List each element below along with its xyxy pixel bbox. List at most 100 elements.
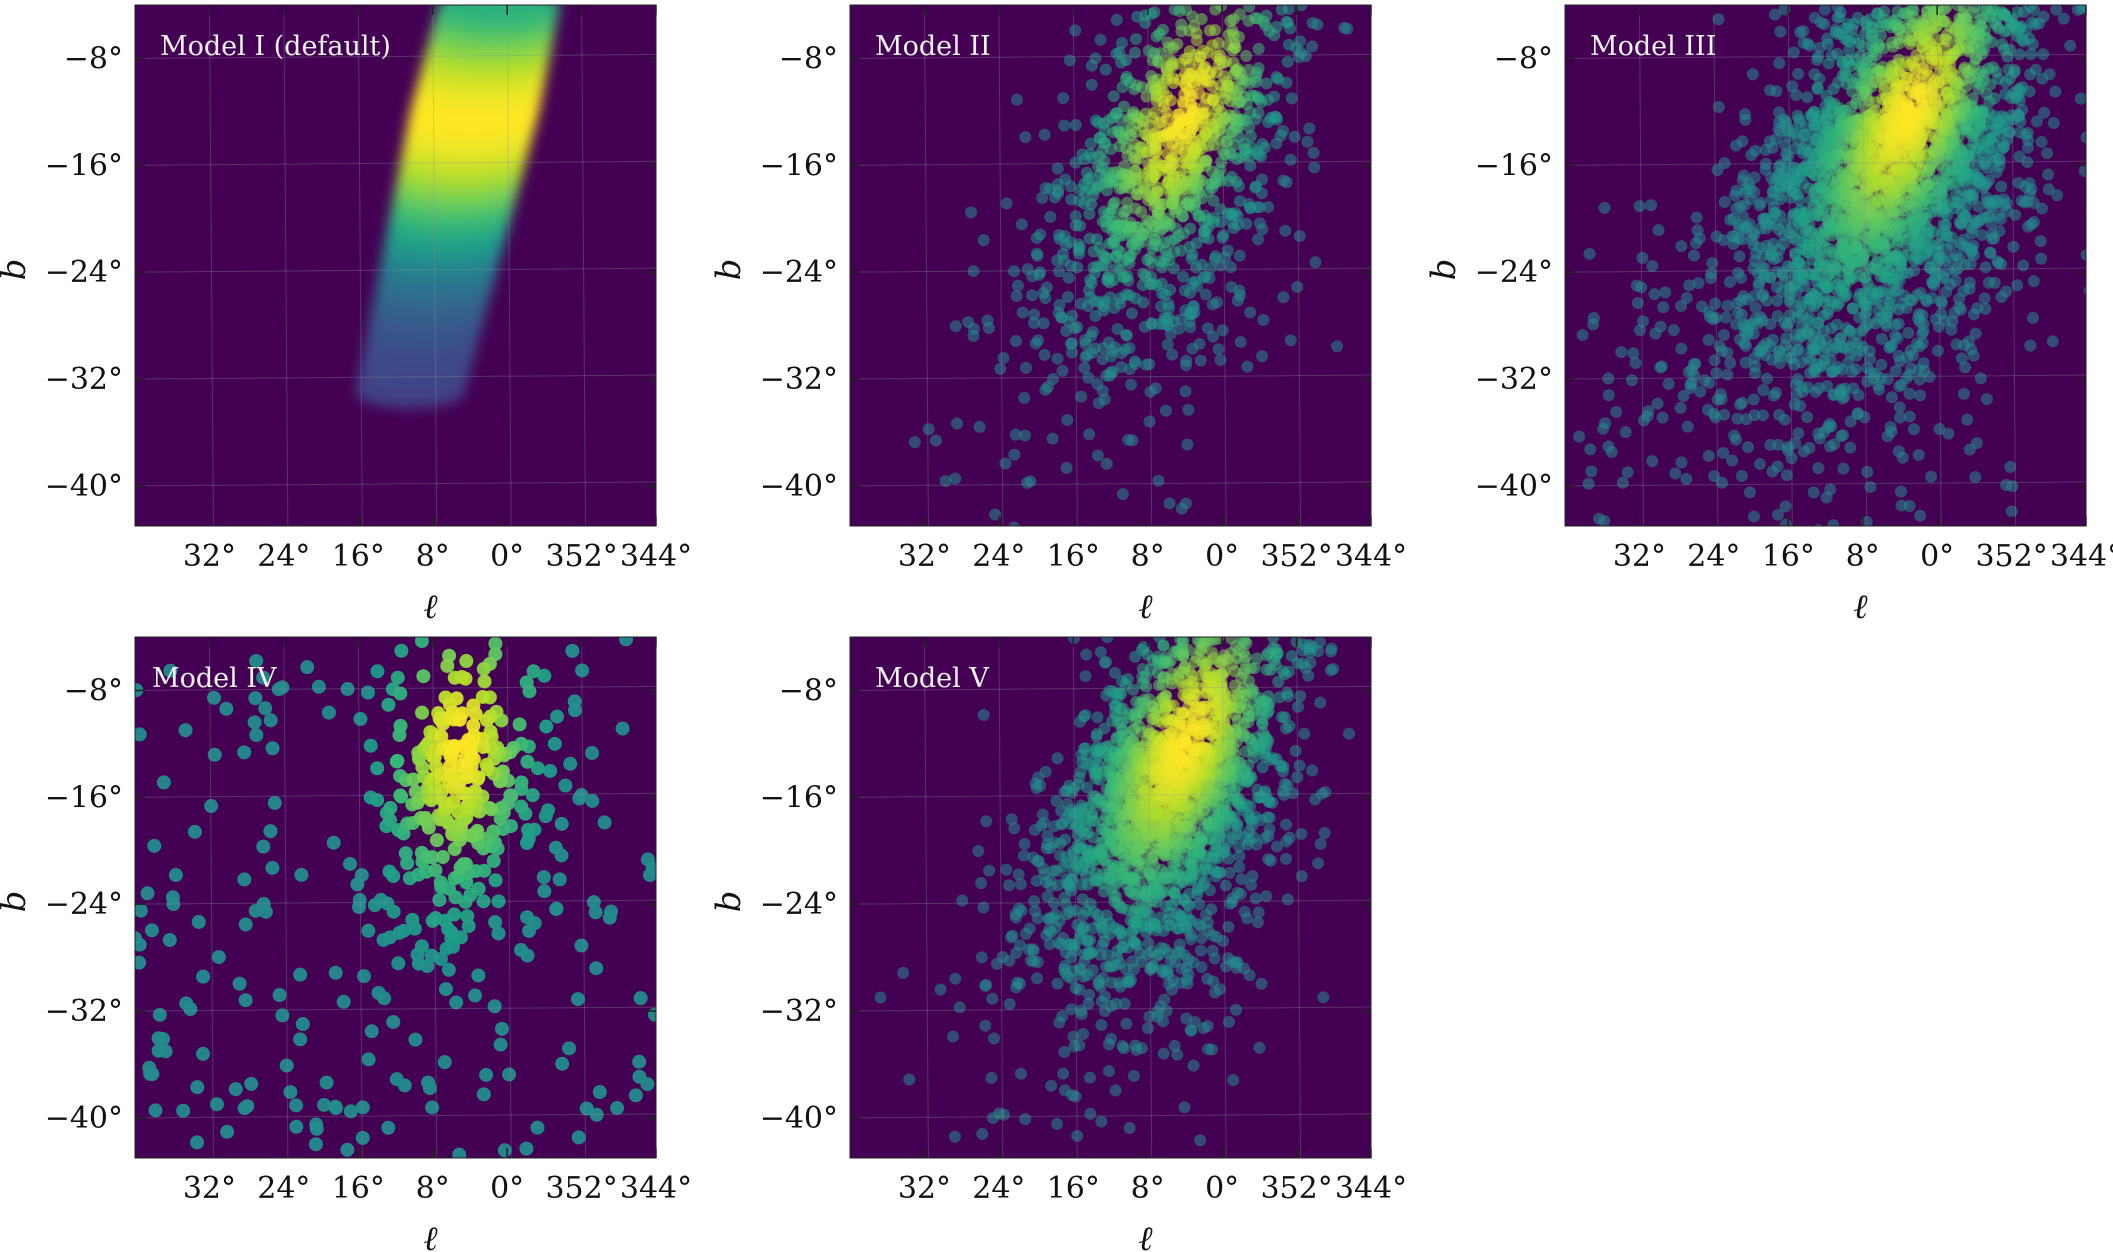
density-point xyxy=(1008,265,1021,278)
density-point xyxy=(1914,389,1927,402)
density-point xyxy=(1288,130,1301,143)
density-point xyxy=(147,838,162,853)
density-point xyxy=(1038,128,1051,141)
density-point xyxy=(1158,311,1171,324)
density-point xyxy=(447,907,462,922)
density-point xyxy=(435,850,450,865)
grid xyxy=(135,637,656,1158)
density-point xyxy=(1958,63,1971,76)
density-point xyxy=(363,738,378,753)
density-point xyxy=(1249,892,1262,905)
density-point xyxy=(432,892,447,907)
density-point xyxy=(1889,329,1902,342)
density-point xyxy=(1801,411,1814,424)
density-point xyxy=(1718,408,1731,421)
density-point xyxy=(237,745,252,760)
density-point xyxy=(1255,977,1268,990)
density-point xyxy=(1095,1115,1108,1128)
density-point xyxy=(135,955,147,970)
density-point xyxy=(1680,473,1693,486)
density-point xyxy=(1206,298,1219,311)
density-point xyxy=(1082,371,1095,384)
density-point xyxy=(977,901,990,914)
density-point xyxy=(389,1072,404,1087)
x-axis-label: ℓ xyxy=(1138,587,1152,627)
density-point xyxy=(1201,972,1214,985)
density-point xyxy=(1683,279,1696,292)
density-point xyxy=(939,475,952,488)
density-point xyxy=(1715,476,1728,489)
density-point xyxy=(1110,13,1123,26)
density-point xyxy=(1284,334,1297,347)
density-point xyxy=(449,995,464,1010)
density-point xyxy=(1027,944,1040,957)
density-point xyxy=(1621,466,1634,479)
density-point xyxy=(479,1067,494,1082)
density-point xyxy=(592,1085,607,1100)
density-point xyxy=(1712,13,1725,26)
density-point xyxy=(1778,605,1790,617)
density-point xyxy=(1893,37,1906,50)
density-point xyxy=(328,965,343,980)
density-point xyxy=(1052,187,1065,200)
density-point xyxy=(1180,354,1193,367)
density-point xyxy=(1195,12,1208,25)
density-point xyxy=(475,689,490,704)
density-point xyxy=(1681,420,1694,433)
density-point xyxy=(1275,5,1288,16)
density-point xyxy=(2027,275,2040,288)
grid-line xyxy=(1565,267,2086,273)
density-point xyxy=(950,417,963,430)
density-point xyxy=(1747,327,1760,340)
density-point xyxy=(967,265,980,278)
x-tick-label: 0° xyxy=(490,539,524,574)
density-point xyxy=(1171,38,1184,51)
density-point xyxy=(1051,162,1064,175)
density-point xyxy=(1109,1084,1122,1097)
density-point xyxy=(1889,365,1902,378)
density-point xyxy=(1903,410,1916,423)
density-point xyxy=(398,846,413,861)
density-point xyxy=(986,992,999,1005)
density-point xyxy=(1787,46,1800,59)
density-point xyxy=(922,423,935,436)
density-point xyxy=(361,1052,376,1067)
density-point xyxy=(1627,347,1640,360)
density-point xyxy=(1222,920,1235,933)
density-point xyxy=(1674,401,1687,414)
density-point xyxy=(1161,338,1174,351)
density-point xyxy=(1031,249,1044,262)
density-point xyxy=(1645,199,1658,212)
density-point xyxy=(1156,963,1169,976)
density-point xyxy=(1016,306,1029,319)
density-point xyxy=(1579,594,1591,606)
density-point xyxy=(1995,38,2008,51)
density-point xyxy=(1208,986,1221,999)
density-point xyxy=(1233,249,1246,262)
density-point xyxy=(1309,793,1322,806)
density-point xyxy=(476,894,491,909)
density-point xyxy=(1009,428,1022,441)
density-point xyxy=(965,206,978,219)
density-point xyxy=(1635,281,1648,294)
density-point xyxy=(1161,112,1174,125)
density-point xyxy=(2013,48,2026,61)
density-point xyxy=(1193,898,1206,911)
density-point xyxy=(356,969,371,984)
y-tick-label: −16° xyxy=(1475,148,1553,183)
density-point xyxy=(1854,270,1867,283)
density-point xyxy=(1278,777,1291,790)
density-point xyxy=(1051,977,1064,990)
y-tick-label: −32° xyxy=(45,994,123,1029)
panel-5: 32° 24° 16° 8° 0° 352° 344°−8°−16°−24°−32°−40°… xyxy=(709,636,1407,1252)
density-point xyxy=(1723,276,1736,289)
density-point xyxy=(1893,411,1906,424)
density-point xyxy=(491,894,506,909)
density-point xyxy=(1058,1046,1071,1059)
density-point xyxy=(835,659,847,671)
density-point xyxy=(2087,9,2099,21)
density-point xyxy=(390,670,405,685)
density-point xyxy=(1652,224,1665,237)
density-point xyxy=(370,793,385,808)
y-tick-label: −40° xyxy=(45,469,123,504)
